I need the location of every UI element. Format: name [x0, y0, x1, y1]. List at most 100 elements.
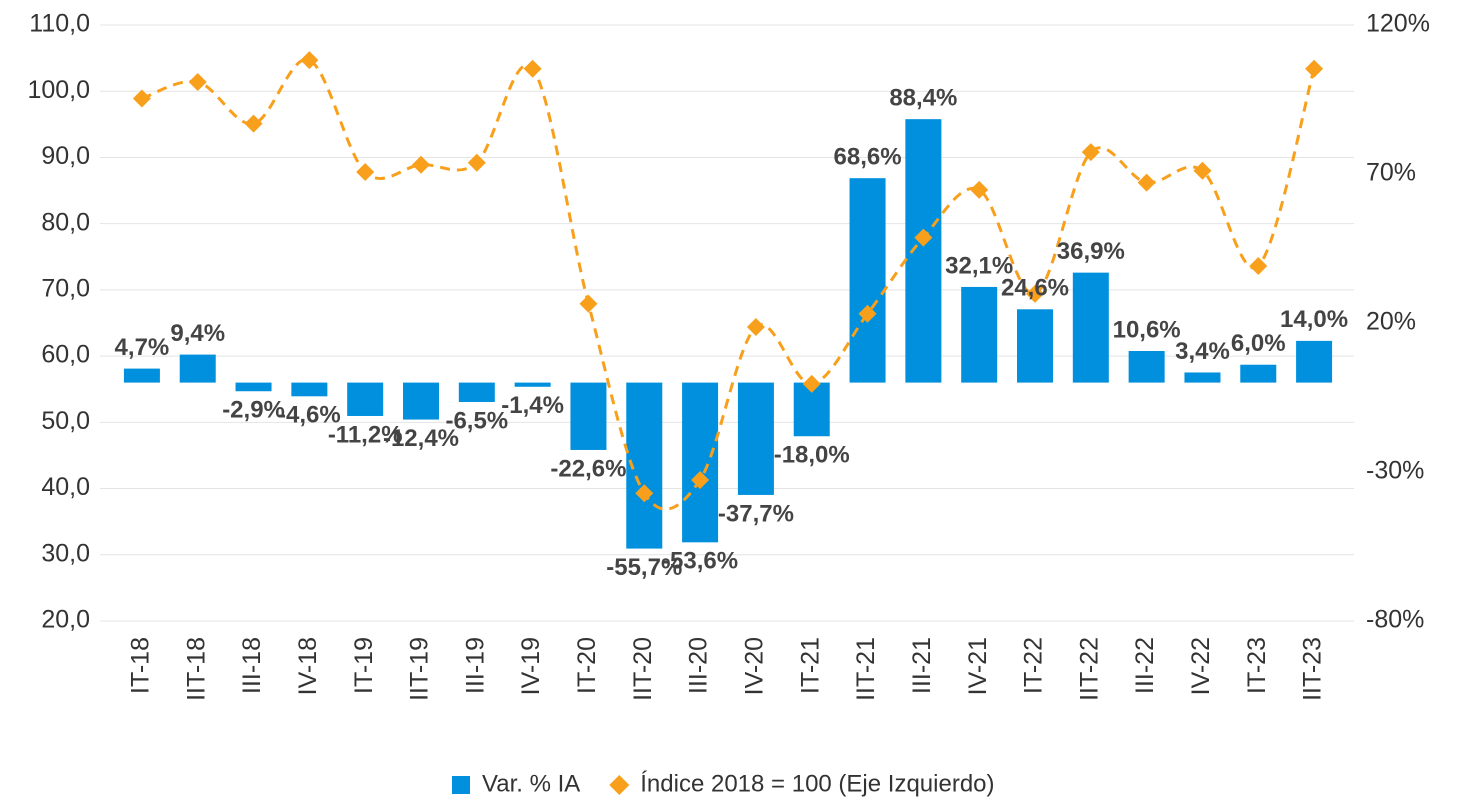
bar [291, 382, 328, 397]
line-marker [132, 89, 151, 108]
data-label: -6,5% [445, 407, 508, 434]
y-tick-label: 90,0 [41, 142, 90, 170]
y-tick-label: 70,0 [41, 274, 90, 302]
data-label: -18,0% [774, 442, 850, 469]
x-tick-label: IV-19 [517, 637, 545, 695]
bar [849, 178, 886, 383]
data-label: 3,4% [1175, 338, 1230, 365]
x-tick-label: III-18 [238, 637, 266, 694]
x-tick-label: IV-22 [1187, 637, 1215, 695]
data-label: 10,6% [1113, 316, 1181, 343]
x-tick-label: IT-18 [127, 637, 155, 694]
x-tick-label: IV-20 [741, 637, 769, 695]
legend-label: Índice 2018 = 100 (Eje Izquierdo) [640, 770, 994, 797]
data-label: -2,9% [222, 397, 285, 424]
line-marker [1081, 143, 1100, 162]
line-marker [914, 228, 933, 247]
bar [1072, 272, 1109, 383]
y-tick-label: 80,0 [41, 208, 90, 236]
data-label: 68,6% [834, 144, 902, 171]
y-tick-label: 110,0 [29, 10, 90, 38]
line-marker [579, 294, 598, 313]
x-tick-label: IIT-22 [1075, 637, 1103, 701]
line-marker [1305, 59, 1324, 78]
x-tick-label: IIT-23 [1299, 637, 1327, 701]
x-tick-label: III-21 [908, 637, 936, 694]
bar [235, 382, 272, 392]
line-marker [1137, 173, 1156, 192]
data-label: -22,6% [550, 455, 626, 482]
line-marker [1193, 161, 1212, 180]
y-tick-label: 50,0 [41, 407, 90, 435]
data-label: 14,0% [1280, 306, 1348, 333]
data-label: -11,2% [328, 421, 403, 448]
line-marker [188, 72, 207, 91]
data-label: -1,4% [501, 392, 564, 419]
line-marker [244, 114, 263, 133]
data-label: 88,4% [889, 85, 957, 112]
line-marker [691, 470, 710, 489]
data-label: -4,6% [278, 402, 341, 429]
line-marker [802, 374, 821, 393]
bar [123, 368, 160, 383]
x-tick-label: IIT-21 [852, 637, 880, 701]
y2-tick-label: 20% [1366, 308, 1416, 336]
x-tick-label: III-20 [685, 637, 713, 694]
data-label: 32,1% [945, 252, 1013, 279]
line [141, 58, 1316, 511]
x-tick-label: IT-21 [796, 637, 824, 694]
bar [514, 382, 551, 387]
x-tick-label: IT-22 [1020, 637, 1048, 694]
line-marker [356, 163, 375, 182]
line-marker [300, 51, 319, 70]
bar [1017, 309, 1053, 383]
line-marker [1249, 257, 1268, 276]
bar [1128, 351, 1165, 383]
data-label: -55,7% [606, 554, 682, 581]
x-tick-label: III-22 [1131, 637, 1159, 694]
data-label: 24,6% [1001, 275, 1069, 302]
legend-label: Var. % IA [482, 770, 580, 797]
x-tick-label: IIT-20 [629, 637, 657, 701]
bar [1240, 364, 1277, 383]
x-tick-label: IT-23 [1243, 637, 1271, 694]
x-tick-label: IV-21 [964, 637, 992, 695]
y-tick-label: 60,0 [41, 341, 90, 369]
legend-swatch [609, 775, 630, 795]
bar [403, 382, 439, 420]
data-label: -53,6% [662, 548, 738, 575]
x-tick-label: IT-19 [350, 637, 378, 694]
bar [1296, 340, 1333, 383]
x-tick-label: IV-18 [294, 637, 322, 695]
line-marker [970, 180, 989, 199]
line-marker [858, 304, 877, 323]
data-label: -12,4% [383, 425, 459, 452]
y2-tick-label: 120% [1366, 10, 1430, 38]
y2-tick-label: -30% [1366, 457, 1424, 485]
bar [961, 286, 998, 383]
data-label: 6,0% [1231, 330, 1286, 357]
line-marker [467, 153, 486, 172]
line-marker [412, 155, 430, 174]
x-tick-label: IIT-18 [182, 637, 210, 701]
line-marker [635, 484, 654, 503]
data-label: 4,7% [115, 334, 170, 361]
bar [458, 382, 495, 402]
y2-tick-label: -80% [1366, 606, 1424, 634]
bar [1184, 372, 1221, 383]
data-label: -37,7% [718, 500, 794, 527]
y-tick-label: 40,0 [41, 473, 90, 501]
data-label: 36,9% [1057, 238, 1125, 265]
bar [179, 354, 216, 383]
line-marker [1026, 284, 1044, 303]
y2-tick-label: 70% [1366, 159, 1416, 187]
line-marker [746, 317, 765, 336]
y-tick-label: 20,0 [41, 606, 90, 634]
bar [682, 382, 719, 543]
x-tick-label: III-19 [461, 637, 489, 694]
line-marker [523, 59, 542, 78]
y-tick-label: 100,0 [27, 76, 90, 104]
legend-swatch [452, 776, 470, 794]
bar [347, 382, 384, 416]
